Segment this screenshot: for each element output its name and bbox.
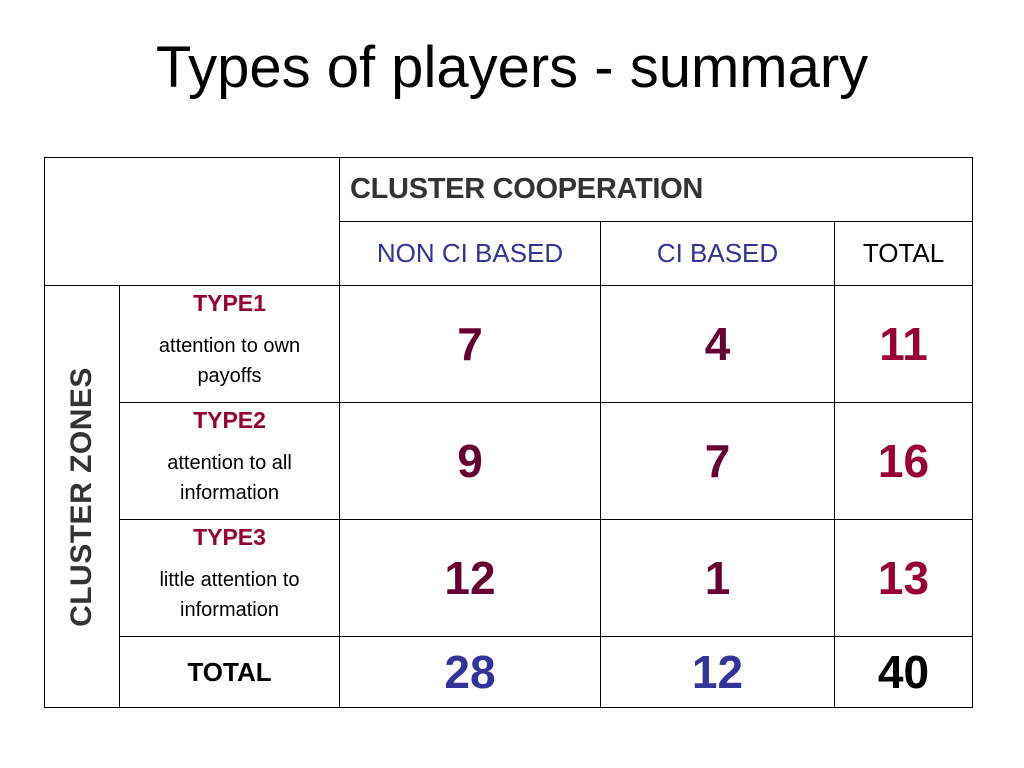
column-header-total: TOTAL — [833, 221, 974, 286]
type-cell: TYPE2 attention to all information — [119, 402, 340, 520]
cluster-zones-cell: CLUSTER ZONES — [44, 285, 120, 708]
table-row-total: TOTAL 28 12 40 — [45, 636, 974, 708]
empty-corner-cell — [44, 157, 340, 286]
table-row-type2: TYPE2 attention to all information 9 7 1… — [45, 402, 974, 520]
type-description-line1: attention to all — [167, 452, 292, 474]
slide-title: Types of players - summary — [155, 35, 869, 100]
cluster-cooperation-header: CLUSTER COOPERATION — [338, 157, 974, 222]
cell-total-non-ci: 28 — [339, 636, 601, 708]
column-header-non-ci: NON CI BASED — [339, 221, 601, 286]
cell-non-ci: 12 — [339, 519, 601, 637]
type-description-line2: information — [180, 482, 279, 504]
cell-non-ci: 9 — [339, 402, 601, 520]
cell-row-total: 11 — [833, 285, 974, 403]
type-name: TYPE1 — [193, 290, 266, 316]
type-description-line2: information — [180, 599, 279, 621]
type-description-line1: little attention to — [159, 569, 300, 591]
type-cell: TYPE1 attention to own payoffs — [119, 285, 340, 403]
cell-ci: 7 — [600, 402, 835, 520]
cell-non-ci: 7 — [339, 285, 601, 403]
cell-grand-total: 40 — [833, 636, 974, 708]
cell-ci: 1 — [600, 519, 835, 637]
type-description-line2: payoffs — [197, 365, 262, 387]
cell-total-ci: 12 — [600, 636, 835, 708]
cell-row-total: 16 — [833, 402, 974, 520]
table-row-type1: CLUSTER ZONES TYPE1 attention to own pay… — [44, 285, 974, 708]
table-row-type3: TYPE3 little attention to information 12… — [45, 519, 974, 637]
header-row-columns: NON CI BASED CI BASED TOTAL — [45, 221, 974, 286]
column-header-ci: CI BASED — [600, 221, 835, 286]
type-name: TYPE3 — [193, 524, 266, 550]
type-description-line1: attention to own — [158, 335, 301, 357]
cluster-zones-label: CLUSTER ZONES — [65, 366, 98, 627]
type-cell: TYPE3 little attention to information — [119, 519, 340, 637]
header-row-group: CLUSTER COOPERATION — [44, 157, 974, 286]
cell-ci: 4 — [600, 285, 835, 403]
type-name: TYPE2 — [193, 407, 266, 433]
total-row-label: TOTAL — [119, 636, 340, 708]
summary-table: CLUSTER COOPERATION NON CI BASED CI BASE… — [44, 157, 974, 708]
cell-row-total: 13 — [833, 519, 974, 637]
